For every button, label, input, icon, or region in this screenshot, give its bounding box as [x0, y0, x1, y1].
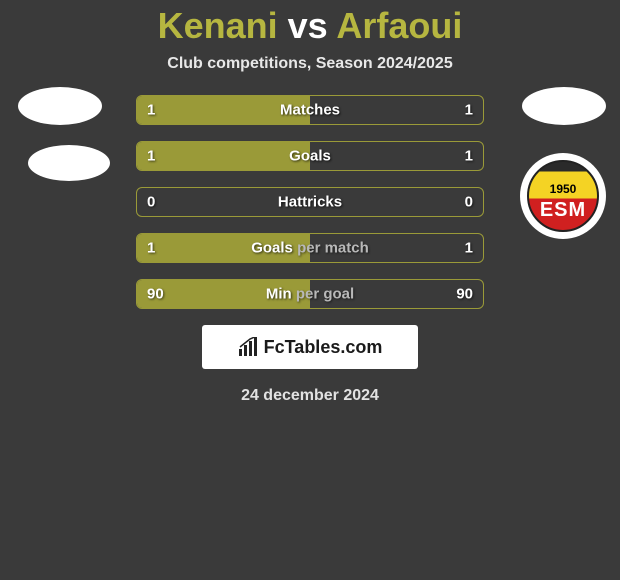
infographic-container: Kenani vs Arfaoui Club competitions, Sea… — [0, 0, 620, 405]
stat-label-primary: Min — [266, 286, 292, 303]
stat-value-left: 1 — [147, 148, 155, 165]
title-vs: vs — [288, 5, 328, 46]
stat-value-left: 1 — [147, 240, 155, 257]
stat-label: Hattricks — [278, 194, 342, 211]
stat-label-primary: Goals — [289, 148, 331, 165]
stat-row: 1 1 Goals per match — [136, 233, 484, 263]
chart-icon — [238, 337, 260, 357]
stat-label: Min per goal — [266, 286, 354, 303]
stat-label: Goals — [289, 148, 331, 165]
brand-text: FcTables.com — [264, 337, 383, 358]
title-player2: Arfaoui — [336, 5, 462, 46]
brand-box[interactable]: FcTables.com — [202, 325, 418, 369]
page-title: Kenani vs Arfaoui — [0, 5, 620, 47]
title-player1: Kenani — [158, 5, 278, 46]
stat-row: 90 90 Min per goal — [136, 279, 484, 309]
stat-value-right: 0 — [465, 194, 473, 211]
stat-value-right: 90 — [456, 286, 473, 303]
club-year: 1950 — [550, 182, 577, 196]
stat-label-primary: Goals — [251, 240, 293, 257]
stat-rows: 1 1 Matches 1 1 Goals 0 0 Hattricks 1 1 Goals per m… — [136, 95, 484, 309]
subtitle: Club competitions, Season 2024/2025 — [0, 55, 620, 73]
stat-label: Matches — [280, 102, 340, 119]
stat-label-secondary: per goal — [296, 286, 354, 303]
stat-label-primary: Hattricks — [278, 194, 342, 211]
stat-row: 1 1 Matches — [136, 95, 484, 125]
date-text: 24 december 2024 — [0, 387, 620, 405]
stat-value-left: 0 — [147, 194, 155, 211]
stat-row: 1 1 Goals — [136, 141, 484, 171]
stat-value-right: 1 — [465, 240, 473, 257]
stat-label-secondary: per match — [297, 240, 369, 257]
badge-right-top — [522, 87, 606, 125]
badge-left-bottom — [28, 145, 110, 181]
stat-value-left: 90 — [147, 286, 164, 303]
club-badge-inner: 1950 ESM — [527, 160, 599, 232]
stat-fill-left — [137, 142, 310, 170]
club-badge: 1950 ESM — [520, 153, 606, 239]
club-initials: ESM — [540, 199, 586, 222]
stat-value-left: 1 — [147, 102, 155, 119]
stat-value-right: 1 — [465, 102, 473, 119]
stat-row: 0 0 Hattricks — [136, 187, 484, 217]
badge-left-top — [18, 87, 102, 125]
stat-label-primary: Matches — [280, 102, 340, 119]
main-area: 1950 ESM 1 1 Matches 1 1 Goals 0 0 Hattricks 1 1 Go… — [0, 95, 620, 309]
stat-value-right: 1 — [465, 148, 473, 165]
stat-label: Goals per match — [251, 240, 369, 257]
